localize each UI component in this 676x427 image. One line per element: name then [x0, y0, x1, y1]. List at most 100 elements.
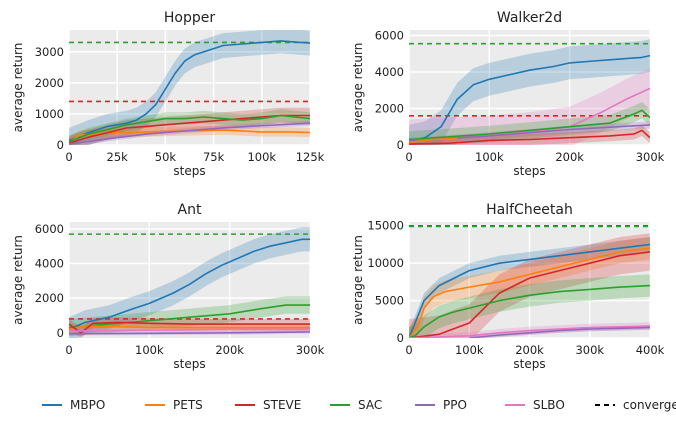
- y-tick-label: 0: [397, 138, 404, 152]
- plot-background: [409, 30, 650, 145]
- panels: 0 25k 50k 75k 100k 125k 0 1000 2000 3000 Hopper ste…: [11, 10, 665, 371]
- y-tick-label: 1000: [35, 107, 64, 121]
- line-sac: [409, 109, 650, 141]
- x-tick-label: 0: [405, 343, 412, 357]
- x-axis-label: steps: [173, 357, 205, 371]
- legend-entry-pets: PETS: [145, 398, 203, 412]
- x-tick-label: 25k: [107, 150, 129, 164]
- line-mbpo: [409, 243, 650, 338]
- y-axis-label: average return: [351, 43, 365, 133]
- line-steve: [409, 129, 650, 145]
- plot-area: [69, 227, 310, 338]
- line-mbpo: [69, 40, 310, 142]
- panel-ant: 0 100k 200k 300k 0 2000 4000 6000 Ant steps averag…: [11, 202, 325, 371]
- x-tick-label: 300k: [636, 150, 665, 164]
- legend-label: PETS: [173, 398, 203, 412]
- panel-halfcheetah: 0 100k 200k 300k 400k 0 5000 10000 15000 HalfChee…: [351, 202, 665, 371]
- x-axis-label: steps: [173, 164, 205, 178]
- line-steve: [69, 114, 310, 145]
- legend-label: SLBO: [533, 398, 565, 412]
- y-tick-label: 2000: [35, 291, 64, 305]
- band-steve: [69, 107, 310, 145]
- chart-title: Hopper: [164, 10, 215, 26]
- line-ppo: [469, 326, 650, 338]
- legend-label: PPO: [443, 398, 467, 412]
- line-ppo: [69, 331, 310, 335]
- y-tick-label: 15000: [367, 219, 404, 233]
- legend-label: MBPO: [70, 398, 105, 412]
- line-pets: [409, 247, 650, 338]
- y-tick-label: 0: [57, 138, 64, 152]
- y-tick-label: 0: [57, 326, 64, 340]
- chart-title: Ant: [178, 202, 202, 218]
- line-sac: [69, 114, 310, 143]
- x-tick-label: 100k: [455, 343, 484, 357]
- legend-entry-slbo: SLBO: [505, 398, 565, 412]
- y-tick-label: 2000: [35, 76, 64, 90]
- legend-label: convergence: [623, 398, 676, 412]
- x-tick-label: 300k: [296, 343, 325, 357]
- x-tick-label: 200k: [215, 343, 244, 357]
- line-slbo: [409, 325, 650, 338]
- x-axis-label: steps: [513, 357, 545, 371]
- line-steve: [69, 321, 310, 334]
- x-tick-label: 200k: [555, 150, 584, 164]
- band-sac: [409, 274, 650, 338]
- y-tick-label: 5000: [375, 294, 404, 308]
- line-mbpo: [69, 238, 310, 331]
- y-axis-label: average return: [351, 235, 365, 325]
- panel-walker2d: 0 100k 200k 300k 0 2000 4000 6000 Walker2d steps a…: [351, 10, 665, 178]
- line-slbo: [69, 328, 310, 332]
- legend-label: SAC: [358, 398, 382, 412]
- y-tick-label: 10000: [367, 256, 404, 270]
- chart-title: HalfCheetah: [486, 202, 573, 218]
- y-tick-label: 6000: [375, 28, 404, 42]
- x-tick-label: 100k: [475, 150, 504, 164]
- band-mbpo: [409, 39, 650, 145]
- x-tick-label: 0: [65, 150, 72, 164]
- y-tick-label: 4000: [35, 257, 64, 271]
- x-axis-label: steps: [513, 164, 545, 178]
- plot-area: [409, 224, 650, 338]
- x-tick-label: 125k: [296, 150, 325, 164]
- x-tick-label: 100k: [247, 150, 276, 164]
- line-pets: [69, 129, 310, 144]
- y-tick-label: 3000: [35, 45, 64, 59]
- line-ppo: [69, 122, 310, 145]
- legend-label: STEVE: [263, 398, 301, 412]
- y-tick-label: 4000: [375, 65, 404, 79]
- band-pets: [409, 237, 650, 338]
- x-tick-label: 200k: [515, 343, 544, 357]
- y-tick-label: 2000: [375, 101, 404, 115]
- line-steve: [409, 251, 650, 338]
- band-pets: [69, 125, 310, 145]
- band-steve: [409, 124, 650, 145]
- band-mbpo: [69, 30, 310, 145]
- line-sac: [409, 284, 650, 338]
- panel-hopper: 0 25k 50k 75k 100k 125k 0 1000 2000 3000 Hopper ste…: [11, 10, 325, 178]
- legend: MBPO PETS STEVE SAC PPO SLBO convergence: [42, 398, 676, 412]
- y-tick-label: 6000: [35, 222, 64, 236]
- y-axis-label: average return: [11, 235, 25, 325]
- x-tick-label: 400k: [636, 343, 665, 357]
- legend-entry-mbpo: MBPO: [42, 398, 105, 412]
- line-sac: [69, 304, 310, 329]
- x-tick-label: 300k: [575, 343, 604, 357]
- plot-area: [409, 39, 650, 145]
- line-pets: [409, 137, 458, 144]
- chart-title: Walker2d: [497, 10, 562, 26]
- legend-entry-ppo: PPO: [415, 398, 467, 412]
- x-tick-label: 75k: [203, 150, 225, 164]
- legend-entry-sac: SAC: [330, 398, 382, 412]
- legend-entry-convergence: convergence: [595, 398, 676, 412]
- band-sac: [409, 102, 650, 145]
- x-tick-label: 100k: [135, 343, 164, 357]
- plot-area: [69, 30, 310, 145]
- x-tick-label: 50k: [155, 150, 177, 164]
- y-tick-label: 0: [397, 331, 404, 345]
- legend-entry-steve: STEVE: [235, 398, 301, 412]
- line-mbpo: [409, 54, 650, 143]
- y-axis-label: average return: [11, 43, 25, 133]
- band-slbo: [409, 68, 650, 145]
